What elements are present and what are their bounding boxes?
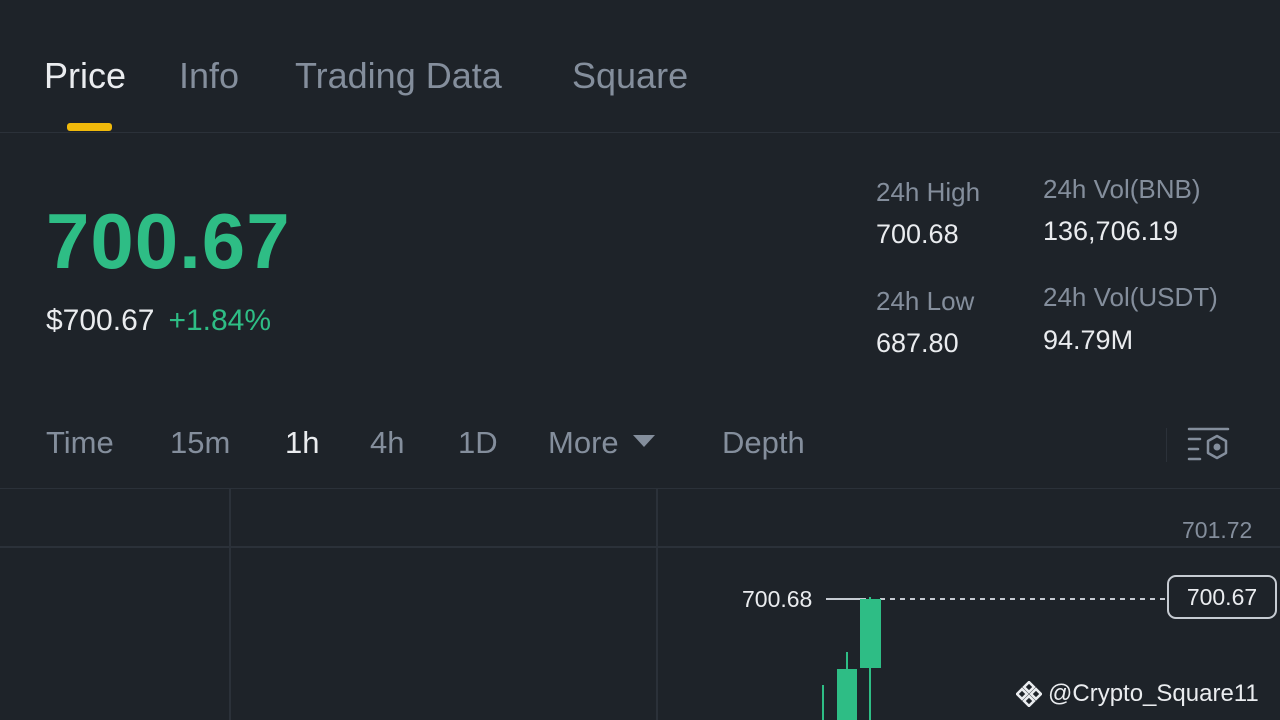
stat-high-value: 700.68	[876, 219, 959, 249]
price-change: +1.84%	[168, 304, 272, 337]
interval-4h[interactable]: 4h	[370, 425, 405, 460]
stat-high-label: 24h High	[876, 177, 981, 207]
last-price: 700.67	[46, 197, 291, 285]
top-tabs: Price Info Trading Data Square	[0, 0, 1280, 133]
toolbar-divider	[1166, 428, 1167, 462]
price-usd: $700.67	[46, 304, 155, 337]
active-tab-indicator	[67, 123, 112, 131]
chart-canvas	[0, 489, 1280, 720]
tab-trading-data[interactable]: Trading Data	[295, 55, 502, 96]
stat-vol-quote-value: 94.79M	[1043, 325, 1134, 355]
interval-time[interactable]: Time	[46, 425, 114, 460]
interval-more[interactable]: More	[548, 425, 655, 461]
stat-vol-base-value: 136,706.19	[1043, 216, 1179, 246]
price-subline: $700.67 +1.84%	[46, 304, 271, 338]
high-marker-label: 700.68	[742, 586, 813, 612]
watermark: @Crypto_Square11	[1016, 680, 1259, 708]
stat-low-value: 687.80	[876, 328, 959, 358]
candle-body	[860, 599, 881, 668]
interval-depth[interactable]: Depth	[722, 425, 805, 460]
stat-vol-quote-label: 24h Vol(USDT)	[1043, 282, 1218, 312]
tab-square[interactable]: Square	[572, 55, 689, 96]
tab-info[interactable]: Info	[179, 55, 240, 96]
axis-label-top: 701.72	[1182, 517, 1253, 543]
interval-1d[interactable]: 1D	[458, 425, 498, 460]
current-price-tag: 700.67	[1167, 575, 1277, 619]
tab-price[interactable]: Price	[44, 55, 127, 96]
interval-1h[interactable]: 1h	[285, 425, 320, 460]
binance-logo-icon	[1016, 681, 1042, 707]
stat-vol-base-label: 24h Vol(BNB)	[1043, 174, 1201, 204]
interval-more-label: More	[548, 425, 619, 460]
watermark-text: @Crypto_Square11	[1048, 680, 1259, 707]
candle-body	[837, 669, 857, 720]
interval-15m[interactable]: 15m	[170, 425, 231, 460]
stat-low-label: 24h Low	[876, 286, 975, 316]
price-chart[interactable]: 701.72 700.68 700.67	[0, 488, 1280, 720]
chart-settings-icon[interactable]	[1186, 424, 1232, 464]
caret-down-icon	[632, 434, 655, 447]
